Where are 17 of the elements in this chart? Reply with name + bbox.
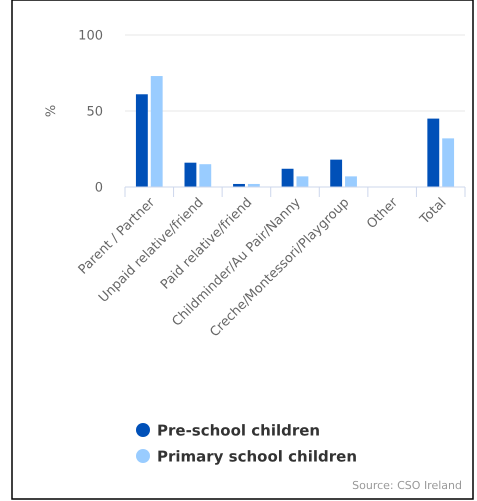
bar (442, 138, 454, 187)
legend-label: Pre-school children (157, 421, 320, 440)
bar (199, 164, 212, 187)
legend-label: Primary school children (157, 447, 357, 466)
bar (150, 76, 163, 187)
bar (184, 162, 196, 187)
bar (345, 176, 357, 187)
bar (296, 176, 308, 187)
source-note: Source: CSO Ireland (352, 479, 462, 492)
bar (282, 168, 294, 187)
y-tick-label: 50 (86, 104, 103, 120)
bar (136, 94, 148, 187)
y-tick-label: 100 (78, 28, 103, 44)
bar (330, 160, 342, 187)
bar (427, 118, 440, 187)
y-tick-label: 0 (94, 180, 103, 196)
y-axis-title: % (44, 104, 59, 118)
